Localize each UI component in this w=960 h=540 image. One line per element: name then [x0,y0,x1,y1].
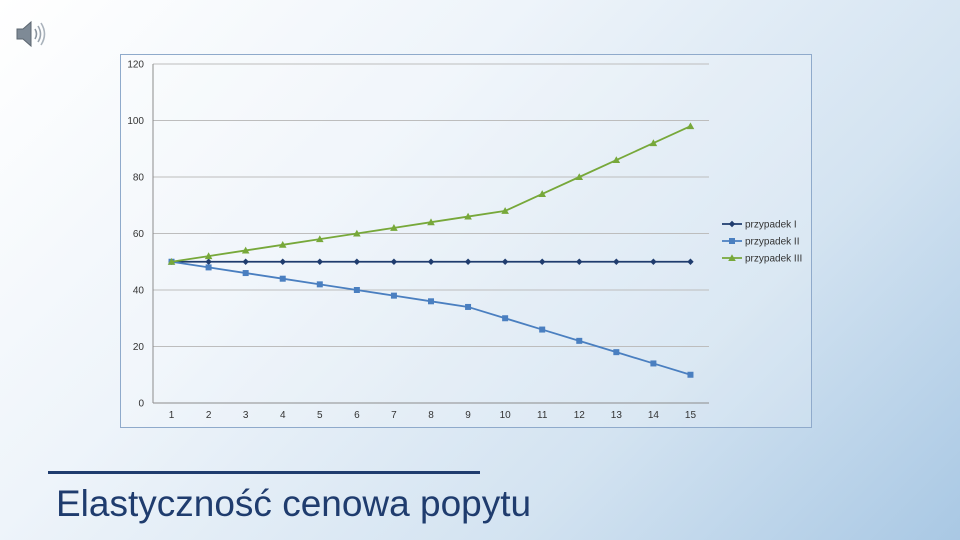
data-point [687,371,694,378]
x-tick-label: 3 [243,410,249,421]
x-tick-label: 15 [685,410,697,421]
data-point [279,275,286,282]
x-tick-label: 12 [574,410,586,421]
y-tick-label: 120 [127,60,144,71]
data-point [539,326,546,333]
data-point [242,258,249,265]
data-point [353,229,361,237]
data-point [650,258,657,265]
x-tick-label: 9 [465,410,471,421]
x-tick-label: 13 [611,410,623,421]
x-tick-label: 1 [169,410,175,421]
data-point [465,303,472,310]
legend-marker [729,238,735,244]
data-point [464,258,472,265]
y-tick-label: 20 [133,342,145,353]
data-point [205,258,212,265]
x-tick-label: 6 [354,410,360,421]
y-tick-label: 40 [133,286,145,297]
data-point [501,207,509,214]
y-tick-label: 100 [127,116,144,127]
data-point [649,139,658,147]
data-point [390,258,398,265]
data-point [241,246,250,254]
y-tick-label: 0 [138,399,144,410]
data-point [686,122,695,130]
data-point [278,241,287,248]
series-2 [168,258,694,378]
legend-item: przypadek III [722,254,802,265]
data-point [390,292,397,299]
legend-item: przypadek I [722,220,797,231]
data-point [464,212,472,220]
title-divider [48,471,480,474]
x-tick-label: 10 [500,410,512,421]
data-point [316,235,324,243]
data-point [613,258,620,265]
legend-marker [728,220,736,228]
data-point [353,258,361,265]
x-tick-label: 8 [428,410,434,421]
data-point [279,258,286,265]
data-point [428,298,434,305]
data-point [539,258,546,265]
x-tick-label: 11 [537,410,548,421]
data-point [687,258,694,265]
x-tick-label: 2 [206,410,212,421]
data-point [316,258,323,265]
data-point [242,270,249,277]
x-tick-label: 4 [280,410,286,421]
data-point [427,258,435,265]
data-point [390,224,398,231]
series-3 [167,122,695,265]
series-1 [168,258,694,265]
data-point [502,315,509,322]
legend-label: przypadek III [745,254,802,265]
data-point [205,264,212,271]
series-line [171,125,691,263]
data-point [538,190,546,197]
data-point [501,258,509,265]
chart-area [120,54,812,428]
legend-label: przypadek II [745,237,799,248]
data-point [353,287,360,293]
data-point [612,156,621,164]
data-point [204,252,213,260]
series-line [171,260,691,376]
legend-item: przypadek II [722,237,799,248]
y-tick-label: 80 [133,173,145,184]
x-tick-label: 14 [648,410,660,421]
data-point [316,281,323,288]
speaker-icon[interactable] [14,18,50,50]
y-tick-label: 60 [133,229,145,240]
data-point [650,360,657,367]
x-tick-label: 5 [317,410,323,421]
data-point [613,349,620,356]
data-point [576,337,583,344]
data-point [427,218,435,226]
legend-marker [728,254,736,261]
data-point [576,258,583,265]
slide-title: Elastyczność cenowa popytu [56,483,532,524]
data-point [167,257,176,265]
x-tick-label: 7 [391,410,397,421]
legend-label: przypadek I [745,220,797,231]
data-point [575,173,584,180]
